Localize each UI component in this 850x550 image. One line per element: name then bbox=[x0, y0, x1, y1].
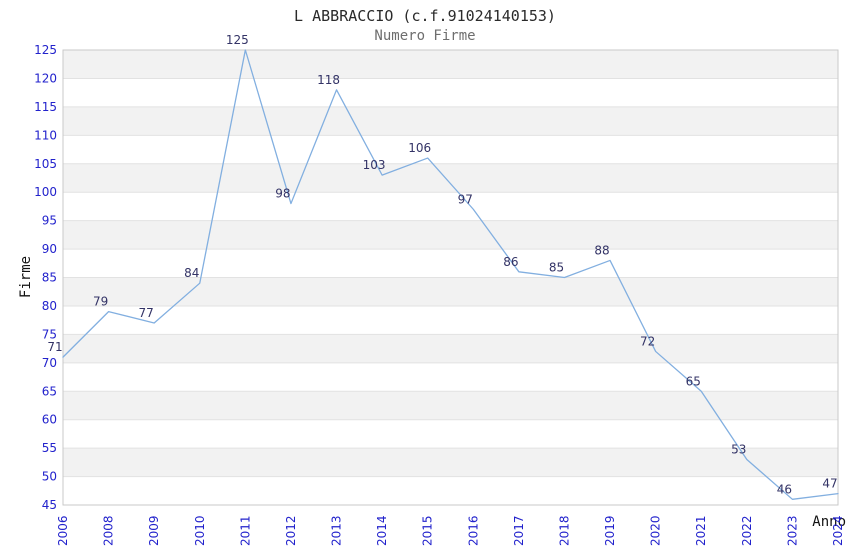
data-label: 88 bbox=[594, 243, 609, 257]
data-label: 97 bbox=[458, 192, 473, 206]
x-tick-label: 2011 bbox=[238, 515, 252, 546]
data-label: 46 bbox=[777, 482, 792, 496]
grid-band bbox=[63, 106, 838, 136]
y-tick-label: 75 bbox=[42, 327, 57, 341]
x-tick-label: 2014 bbox=[375, 515, 389, 546]
data-label: 118 bbox=[317, 73, 340, 87]
grid-band bbox=[63, 277, 838, 306]
grid-band bbox=[63, 334, 838, 363]
x-tick-label: 2012 bbox=[284, 515, 298, 546]
chart-subtitle: Numero Firme bbox=[374, 28, 476, 44]
data-label: 103 bbox=[363, 158, 386, 172]
plot-border bbox=[62, 49, 839, 506]
x-tick-label: 2016 bbox=[466, 515, 480, 546]
x-tick-label: 2008 bbox=[102, 515, 116, 546]
y-tick-label: 95 bbox=[42, 214, 57, 228]
x-tick-label: 2013 bbox=[330, 515, 344, 546]
x-tick-label: 2006 bbox=[56, 515, 70, 546]
series-line bbox=[62, 49, 839, 500]
x-tick-label: 2022 bbox=[740, 515, 754, 546]
y-tick-label: 45 bbox=[42, 498, 57, 512]
data-label: 98 bbox=[275, 187, 290, 201]
data-label: 106 bbox=[408, 141, 431, 155]
x-tick-label: 2023 bbox=[785, 515, 799, 546]
x-tick-label: 2024 bbox=[831, 515, 845, 546]
data-label: 79 bbox=[93, 295, 108, 309]
y-tick-label: 55 bbox=[42, 441, 57, 455]
x-axis-title: Anno bbox=[812, 514, 846, 530]
y-tick-label: 60 bbox=[42, 413, 57, 427]
x-tick-label: 2021 bbox=[694, 515, 708, 546]
data-label: 86 bbox=[503, 255, 518, 269]
y-tick-label: 90 bbox=[42, 242, 57, 256]
grid-band bbox=[63, 220, 838, 250]
y-tick-label: 65 bbox=[42, 384, 57, 398]
y-tick-label: 115 bbox=[34, 100, 57, 114]
chart-title: L ABBRACCIO (c.f.91024140153) bbox=[294, 7, 556, 25]
data-label: 71 bbox=[47, 340, 62, 354]
data-label: 65 bbox=[686, 374, 701, 388]
data-label: 125 bbox=[226, 33, 249, 47]
x-tick-label: 2017 bbox=[512, 515, 526, 546]
y-tick-label: 105 bbox=[34, 157, 57, 171]
y-tick-label: 125 bbox=[34, 43, 57, 57]
y-tick-label: 70 bbox=[42, 356, 57, 370]
x-tick-label: 2009 bbox=[147, 515, 161, 546]
y-tick-label: 110 bbox=[34, 128, 57, 142]
data-label: 84 bbox=[184, 266, 199, 280]
data-label: 47 bbox=[822, 477, 837, 491]
x-tick-label: 2020 bbox=[649, 515, 663, 546]
grid-band bbox=[63, 448, 838, 477]
data-label: 85 bbox=[549, 261, 564, 275]
y-tick-label: 120 bbox=[34, 71, 57, 85]
y-tick-label: 85 bbox=[42, 271, 57, 285]
data-label: 77 bbox=[139, 306, 154, 320]
y-tick-label: 80 bbox=[42, 299, 57, 313]
grid-band bbox=[63, 391, 838, 420]
y-tick-label: 50 bbox=[42, 470, 57, 484]
x-tick-label: 2015 bbox=[421, 515, 435, 546]
data-label: 53 bbox=[731, 443, 746, 457]
x-tick-label: 2010 bbox=[193, 515, 207, 546]
x-tick-label: 2019 bbox=[603, 515, 617, 546]
x-tick-label: 2018 bbox=[557, 515, 571, 546]
grid-band bbox=[63, 163, 838, 193]
y-tick-label: 100 bbox=[34, 185, 57, 199]
grid-band bbox=[63, 50, 838, 79]
data-label: 72 bbox=[640, 334, 655, 348]
